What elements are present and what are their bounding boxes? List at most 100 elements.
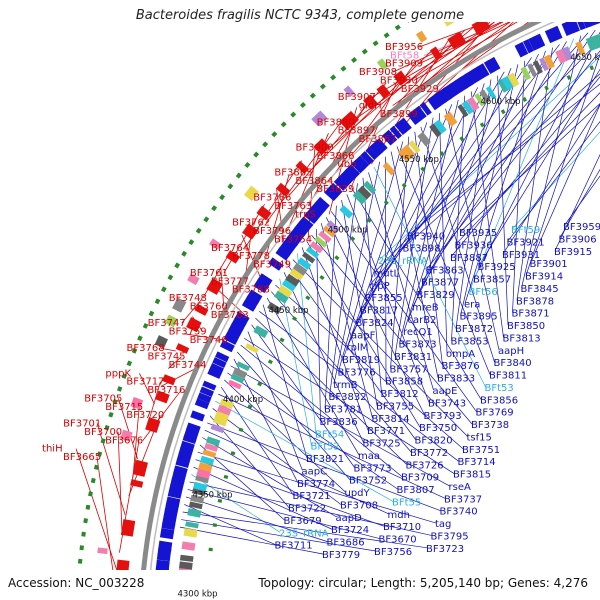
gc-tick: [429, 2, 435, 8]
gene-label: BF3779: [322, 550, 360, 561]
cog-block-outer: [415, 30, 428, 43]
cog-block: [527, 63, 538, 77]
cog-block-outer: [444, 22, 455, 27]
gene-label: BF3906: [559, 234, 597, 245]
gene-label: BF3900: [296, 142, 334, 153]
reverse-gene: [360, 151, 374, 165]
forward-gene: [256, 205, 272, 221]
cog-block: [179, 554, 194, 562]
leader-line: [139, 373, 155, 405]
gene-label: aapE: [433, 386, 458, 397]
gc-tick: [319, 83, 326, 90]
cog-block-outer: [120, 429, 133, 442]
gene-label: BF3833: [437, 374, 475, 385]
gene-label: BF3832: [329, 392, 367, 403]
gene-label: BF3708: [340, 500, 378, 511]
gene-label: BF3720: [126, 410, 164, 421]
gc-tick-inner: [279, 337, 285, 343]
leader-line: [197, 451, 437, 524]
leader-line: [288, 265, 416, 440]
forward-gene: [295, 160, 309, 174]
gc-tick: [418, 9, 424, 15]
gc-tick-inner: [366, 217, 372, 223]
gene-label: trmB: [333, 380, 358, 391]
gc-tick-inner: [522, 96, 528, 102]
gene-label: BF3772: [410, 448, 448, 459]
cog-block: [433, 119, 447, 135]
leader-line: [362, 177, 382, 394]
leader-line: [368, 172, 434, 391]
gene-label: recQ1: [403, 327, 433, 338]
leader-line: [168, 356, 182, 369]
gene-label: 23S_rRNA: [378, 256, 428, 267]
gc-tick: [253, 151, 260, 158]
gc-tick-inner: [439, 151, 445, 157]
gc-tick: [121, 373, 128, 379]
gc-tick-inner: [544, 85, 549, 91]
gene-label: BF3722: [288, 504, 326, 515]
cog-block: [318, 230, 332, 243]
leader-line: [301, 247, 369, 431]
leader-line: [191, 474, 281, 533]
leader-line: [460, 64, 519, 316]
gene-label: BF3940: [407, 231, 445, 242]
kbp-tick-label: 4350 kbp: [192, 491, 232, 501]
leader-line: [403, 83, 485, 332]
gene-label: BF3764: [211, 243, 249, 254]
gene-label: BF3795: [431, 531, 469, 542]
reverse-gene: [208, 362, 224, 376]
leader-line: [563, 175, 600, 227]
leader-line: [259, 311, 459, 462]
forward-gene: [393, 70, 409, 86]
gc-tick-inner: [319, 275, 325, 280]
kbp-tick-label: 4600 kbp: [480, 97, 520, 107]
reverse-gene: [278, 241, 295, 257]
gene-label: BFt52: [311, 442, 340, 453]
gene-label: BF3756: [374, 547, 412, 558]
reverse-gene: [419, 101, 432, 116]
gc-tick: [88, 491, 93, 497]
gene-label: rseA: [449, 482, 471, 493]
gene-label: BF3899: [380, 109, 418, 120]
cog-block: [485, 85, 497, 100]
gene-label: BF3745: [147, 352, 185, 363]
reverse-gene: [336, 173, 352, 188]
cog-block: [277, 284, 293, 298]
cog-block: [363, 180, 377, 194]
gc-tick: [81, 531, 86, 537]
reverse-gene: [294, 221, 310, 236]
leader-line: [283, 272, 364, 443]
reverse-gene: [455, 76, 469, 92]
gene-label: 23S_rRNA: [279, 528, 329, 539]
gc-tick-inner: [267, 359, 273, 365]
gene-label: BF3857: [473, 275, 511, 286]
leader-line: [559, 168, 600, 239]
cog-block: [322, 225, 336, 238]
reverse-gene: [175, 459, 190, 468]
reverse-gene: [219, 339, 235, 353]
reverse-gene: [215, 351, 230, 363]
reverse-gene: [433, 90, 448, 106]
leader-line: [325, 217, 425, 415]
gc-tick: [330, 74, 337, 81]
cog-block: [429, 123, 442, 138]
leader-line: [202, 250, 232, 299]
gc-tick: [441, 0, 447, 1]
gene-label: BFt55: [392, 497, 421, 508]
reverse-gene: [291, 226, 306, 240]
reverse-gene: [514, 41, 529, 58]
reverse-gene: [389, 125, 403, 140]
cog-block: [219, 398, 235, 409]
reverse-gene: [224, 328, 241, 343]
leader-line: [392, 22, 511, 106]
gene-label: BF3670: [379, 535, 417, 546]
gc-tick-inner: [500, 109, 506, 115]
gene-label: BF3749: [253, 260, 291, 271]
cog-block: [301, 251, 316, 264]
cog-block: [212, 417, 227, 427]
leader-line: [215, 400, 394, 502]
gene-label: aapC: [302, 466, 328, 477]
reverse-gene: [464, 69, 479, 86]
leader-line: [207, 422, 441, 512]
gene-label: BF3895: [460, 312, 498, 323]
